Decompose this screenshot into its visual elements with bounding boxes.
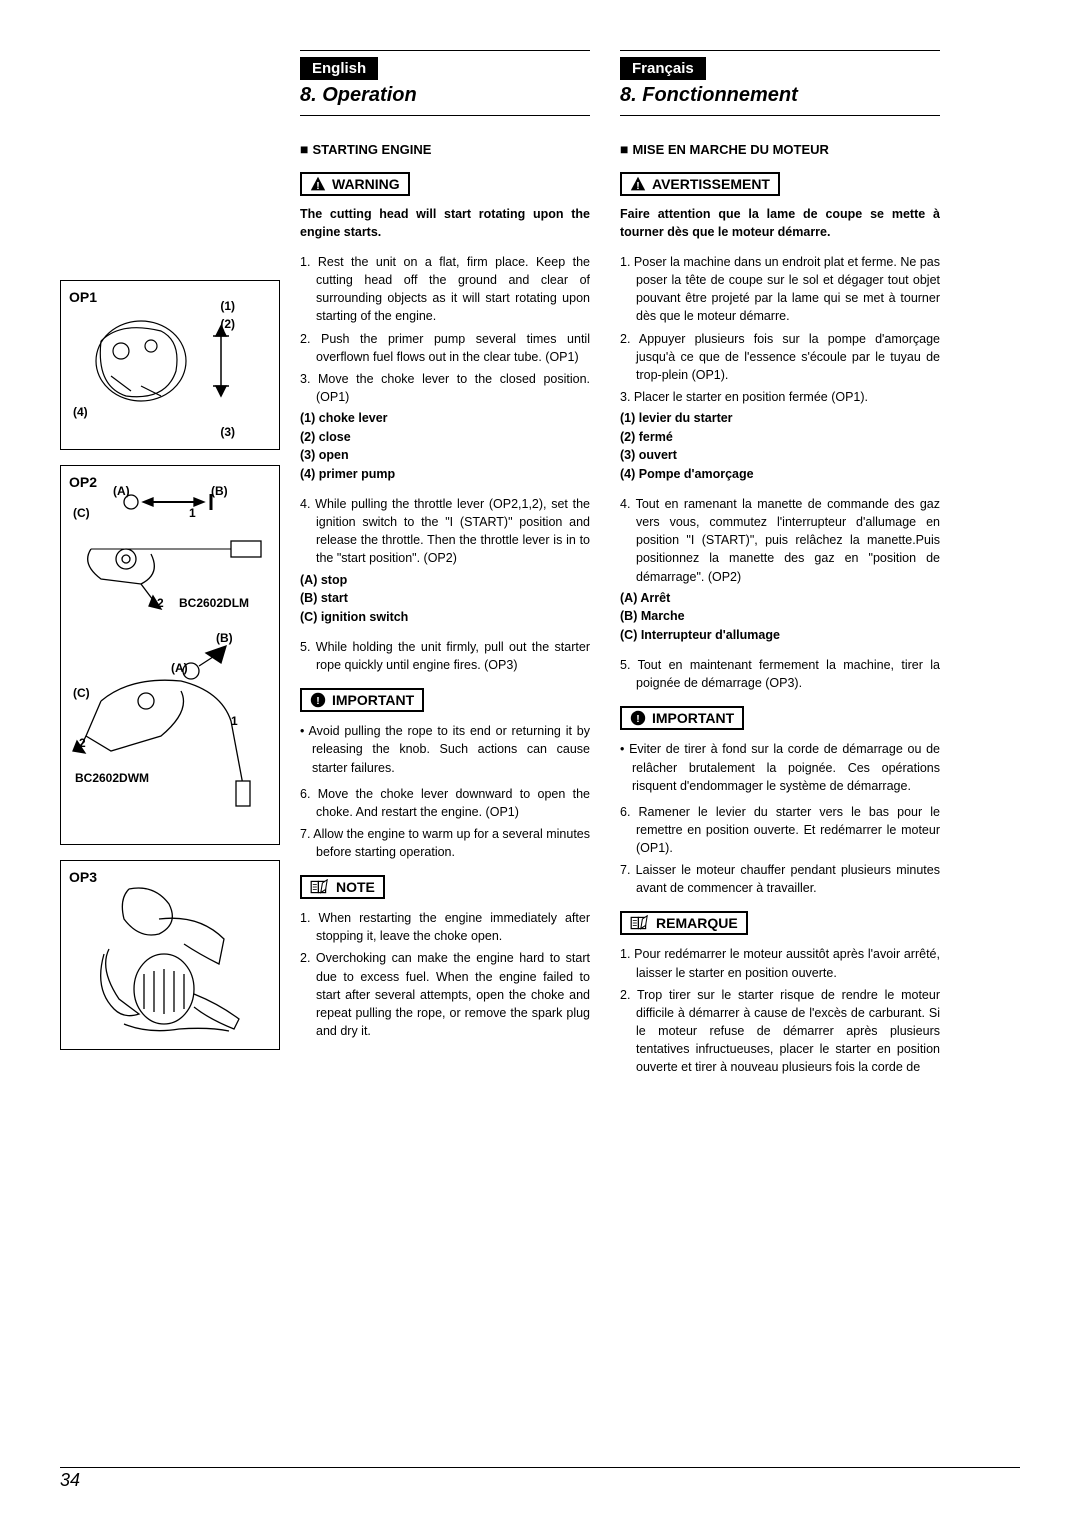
steps-list: 4. While pulling the throttle lever (OP2… bbox=[300, 495, 590, 568]
legend-2: (A) Arrêt (B) Marche (C) Interrupteur d'… bbox=[620, 590, 940, 645]
note-label: REMARQUE bbox=[656, 915, 738, 931]
steps-list: 1. Poser la machine dans un endroit plat… bbox=[620, 253, 940, 406]
legend-item: (1) levier du starter bbox=[620, 410, 940, 428]
warning-label: WARNING bbox=[332, 176, 400, 192]
lang-badge-english: English bbox=[300, 57, 378, 80]
note-box: NOTE bbox=[300, 875, 385, 899]
french-column: Français 8. Fonctionnement ■MISE EN MARC… bbox=[620, 50, 940, 1496]
legend-item: (2) close bbox=[300, 429, 590, 447]
steps-list: 6. Ramener le levier du starter vers le … bbox=[620, 803, 940, 898]
lang-badge-french: Français bbox=[620, 57, 706, 80]
diagram-column: OP1 (1) (2) (3) (4) bbox=[60, 50, 300, 1496]
steps-list: 1. Rest the unit on a flat, firm place. … bbox=[300, 253, 590, 406]
svg-text:!: ! bbox=[636, 714, 639, 725]
legend-1: (1) levier du starter (2) fermé (3) ouve… bbox=[620, 410, 940, 483]
note-label: NOTE bbox=[336, 879, 375, 895]
section-title: 8. Fonctionnement bbox=[620, 84, 940, 107]
warning-box: ! WARNING bbox=[300, 172, 410, 196]
legend-item: (4) Pompe d'amorçage bbox=[620, 466, 940, 484]
engine-illustration bbox=[71, 301, 251, 431]
step: 4. Tout en ramenant la manette de comman… bbox=[620, 495, 940, 586]
diagram-op2: OP2 (A) (B) (C) 1 2 BC2602DLM bbox=[60, 465, 280, 845]
important-text: Avoid pulling the rope to its end or ret… bbox=[300, 722, 590, 776]
important-list: Avoid pulling the rope to its end or ret… bbox=[300, 722, 590, 776]
warning-text: The cutting head will start rotating upo… bbox=[300, 206, 590, 241]
legend-item: (3) open bbox=[300, 447, 590, 465]
note-icon bbox=[310, 879, 330, 895]
step: 6. Move the choke lever downward to open… bbox=[300, 785, 590, 821]
diagram-op1: OP1 (1) (2) (3) (4) bbox=[60, 280, 280, 450]
note: 1. Pour redémarrer le moteur aussitôt ap… bbox=[620, 945, 940, 981]
steps-list: 4. Tout en ramenant la manette de comman… bbox=[620, 495, 940, 586]
notes-list: 1. When restarting the engine immediatel… bbox=[300, 909, 590, 1040]
warning-box: ! AVERTISSEMENT bbox=[620, 172, 780, 196]
sub-heading-text: MISE EN MARCHE DU MOTEUR bbox=[632, 142, 828, 157]
starter-illustration bbox=[69, 879, 269, 1039]
step: 6. Ramener le levier du starter vers le … bbox=[620, 803, 940, 857]
legend-item: (1) choke lever bbox=[300, 410, 590, 428]
important-label: IMPORTANT bbox=[652, 710, 734, 726]
legend-item: (3) ouvert bbox=[620, 447, 940, 465]
sub-heading-text: STARTING ENGINE bbox=[312, 142, 431, 157]
note-box: REMARQUE bbox=[620, 911, 748, 935]
legend-item: (B) start bbox=[300, 590, 590, 608]
step: 2. Push the primer pump several times un… bbox=[300, 330, 590, 366]
important-box: ! IMPORTANT bbox=[300, 688, 424, 712]
sub-heading: ■MISE EN MARCHE DU MOTEUR bbox=[620, 141, 940, 157]
warning-icon: ! bbox=[630, 176, 646, 192]
diagram-op3: OP3 bbox=[60, 860, 280, 1050]
note: 2. Overchoking can make the engine hard … bbox=[300, 949, 590, 1040]
handle-illustration-2 bbox=[71, 641, 271, 821]
english-column: English 8. Operation ■STARTING ENGINE ! … bbox=[300, 50, 620, 1496]
warning-icon: ! bbox=[310, 176, 326, 192]
warning-label: AVERTISSEMENT bbox=[652, 176, 770, 192]
steps-list: 5. While holding the unit firmly, pull o… bbox=[300, 638, 590, 674]
bottom-rule bbox=[60, 1467, 1020, 1468]
important-label: IMPORTANT bbox=[332, 692, 414, 708]
legend-1: (1) choke lever (2) close (3) open (4) p… bbox=[300, 410, 590, 483]
step: 1. Rest the unit on a flat, firm place. … bbox=[300, 253, 590, 326]
legend-item: (A) Arrêt bbox=[620, 590, 940, 608]
section-title: 8. Operation bbox=[300, 84, 590, 107]
legend-item: (C) Interrupteur d'allumage bbox=[620, 627, 940, 645]
diagram-label: OP2 bbox=[69, 474, 97, 490]
legend-item: (4) primer pump bbox=[300, 466, 590, 484]
page: OP1 (1) (2) (3) (4) bbox=[0, 0, 1080, 1526]
step: 7. Allow the engine to warm up for a sev… bbox=[300, 825, 590, 861]
legend-item: (B) Marche bbox=[620, 608, 940, 626]
step: 5. Tout en maintenant fermement la machi… bbox=[620, 656, 940, 692]
step: 7. Laisser le moteur chauffer pendant pl… bbox=[620, 861, 940, 897]
svg-text:!: ! bbox=[636, 181, 639, 192]
notes-list: 1. Pour redémarrer le moteur aussitôt ap… bbox=[620, 945, 940, 1076]
legend-item: (A) stop bbox=[300, 572, 590, 590]
legend-item: (2) fermé bbox=[620, 429, 940, 447]
note: 2. Trop tirer sur le starter risque de r… bbox=[620, 986, 940, 1077]
step: 4. While pulling the throttle lever (OP2… bbox=[300, 495, 590, 568]
step: 3. Placer le starter en position fermée … bbox=[620, 388, 940, 406]
important-text: Eviter de tirer à fond sur la corde de d… bbox=[620, 740, 940, 794]
svg-text:!: ! bbox=[316, 181, 319, 192]
handle-illustration-1 bbox=[71, 494, 271, 614]
steps-list: 5. Tout en maintenant fermement la machi… bbox=[620, 656, 940, 692]
legend-item: (C) ignition switch bbox=[300, 609, 590, 627]
step: 1. Poser la machine dans un endroit plat… bbox=[620, 253, 940, 326]
step: 3. Move the choke lever to the closed po… bbox=[300, 370, 590, 406]
note-icon bbox=[630, 915, 650, 931]
important-box: ! IMPORTANT bbox=[620, 706, 744, 730]
important-list: Eviter de tirer à fond sur la corde de d… bbox=[620, 740, 940, 794]
step: 5. While holding the unit firmly, pull o… bbox=[300, 638, 590, 674]
page-number: 34 bbox=[60, 1470, 80, 1491]
svg-text:!: ! bbox=[316, 696, 319, 707]
step: 2. Appuyer plusieurs fois sur la pompe d… bbox=[620, 330, 940, 384]
sub-heading: ■STARTING ENGINE bbox=[300, 141, 590, 157]
warning-text: Faire attention que la lame de coupe se … bbox=[620, 206, 940, 241]
important-icon: ! bbox=[310, 692, 326, 708]
important-icon: ! bbox=[630, 710, 646, 726]
legend-2: (A) stop (B) start (C) ignition switch bbox=[300, 572, 590, 627]
note: 1. When restarting the engine immediatel… bbox=[300, 909, 590, 945]
steps-list: 6. Move the choke lever downward to open… bbox=[300, 785, 590, 862]
